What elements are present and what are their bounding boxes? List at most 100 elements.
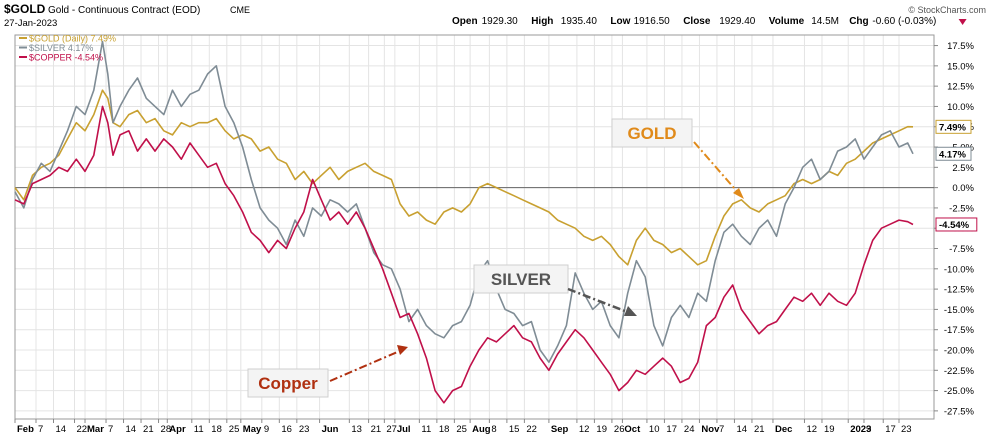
ohlc-value: -0.60 (-0.03%) (872, 16, 936, 27)
chart-date: 27-Jan-2023 (4, 18, 57, 29)
x-tick-label: 27 (386, 424, 397, 435)
x-tick-label: 18 (211, 424, 222, 435)
series-line-copper (14, 105, 914, 404)
x-tick-label: 11 (421, 424, 431, 435)
x-tick-label: 19 (596, 424, 607, 435)
x-tick-label: 7 (38, 424, 43, 435)
chg-down-icon (958, 19, 967, 25)
chart-description: Gold - Continuous Contract (EOD) (48, 5, 200, 16)
ohlc-label: Low (610, 16, 630, 27)
end-label-text: -4.54% (939, 220, 970, 231)
copper-annotation-label: Copper (258, 374, 318, 393)
copper-annotation-box (247, 368, 329, 398)
x-tick-label: 10 (649, 424, 660, 435)
series-end-labels: 7.49% 4.17% -4.54% (935, 119, 978, 232)
silver-annotation-label: SILVER (491, 270, 551, 289)
silver-annotation: SILVER (473, 264, 637, 316)
x-tick-label: 12 (806, 424, 817, 435)
y-tick-label: 12.5% (947, 82, 974, 93)
x-tick-label: 21 (371, 424, 382, 435)
ohlc-value: 1935.40 (561, 16, 598, 27)
x-tick-label: 13 (351, 424, 362, 435)
x-tick-label: 8 (491, 424, 496, 435)
y-tick-label: -20.0% (944, 345, 975, 356)
ohlc-label: High (531, 16, 553, 27)
y-tick-label: 10.0% (947, 102, 974, 113)
x-tick-label: 22 (77, 424, 88, 435)
x-tick-label: Aug (472, 424, 491, 435)
y-tick-label: -2.5% (949, 203, 974, 214)
chart-grid (14, 35, 934, 419)
series-line-silver (14, 40, 914, 363)
x-tick-label: 9 (866, 424, 871, 435)
gold-annotation-box (611, 118, 693, 148)
x-tick-label: Sep (551, 424, 569, 435)
series-line-gold (14, 89, 914, 266)
copper-arrow-head (397, 345, 408, 355)
series-lines (14, 40, 914, 404)
gold-annotation-arrow (693, 141, 742, 197)
x-tick-label: 9 (264, 424, 269, 435)
x-tick-label: Mar (87, 424, 104, 435)
y-tick-label: -17.5% (944, 325, 975, 336)
x-tick-label: 25 (229, 424, 240, 435)
x-tick-label: 21 (143, 424, 154, 435)
ohlc-label: Chg (849, 16, 868, 27)
x-tick-label: 22 (526, 424, 537, 435)
ohlc-readout: Open 1929.30 High 1935.40 Low 1916.50 Close 192… (452, 16, 967, 27)
x-tick-label: Jun (322, 424, 339, 435)
x-tick-label: 25 (456, 424, 467, 435)
y-tick-label: 0.0% (952, 183, 974, 194)
chart-exchange: CME (230, 5, 250, 15)
x-tick-label: 11 (194, 424, 204, 435)
silver-arrow-head (624, 306, 637, 316)
x-tick-label: Jul (397, 424, 411, 435)
end-label-text: 4.17% (939, 149, 966, 160)
y-tick-label: -15.0% (944, 305, 975, 316)
ohlc-label: Close (683, 16, 711, 27)
end-label-box (935, 119, 972, 134)
x-tick-label: 24 (684, 424, 695, 435)
x-tick-label: 21 (754, 424, 765, 435)
x-tick-label: 16 (281, 424, 292, 435)
x-tick-label: 7 (108, 424, 113, 435)
ohlc-value: 14.5M (811, 16, 839, 27)
y-tick-label: 17.5% (947, 41, 974, 52)
x-tick-label: 14 (56, 424, 67, 435)
copper-annotation: Copper (247, 345, 408, 398)
ohlc-label: Volume (769, 16, 805, 27)
x-tick-label: 17 (666, 424, 677, 435)
x-tick-label: 18 (439, 424, 450, 435)
x-tick-label: 12 (579, 424, 590, 435)
legend-label: $COPPER -4.54% (29, 53, 103, 63)
end-label-box (935, 146, 972, 161)
plot-frame (14, 34, 935, 420)
legend-label: $GOLD (Daily) 7.49% (29, 34, 116, 44)
x-tick-label: 17 (885, 424, 896, 435)
ohlc-value: 1929.40 (719, 16, 756, 27)
y-tick-label: -12.5% (944, 285, 975, 296)
silver-annotation-arrow (567, 287, 631, 315)
ohlc-value: 1929.30 (482, 16, 519, 27)
x-tick-label: Oct (624, 424, 641, 435)
y-tick-label: -22.5% (944, 366, 975, 377)
y-tick-label: -27.5% (944, 406, 975, 417)
x-tick-label: 28 (161, 424, 172, 435)
y-tick-label: 2.5% (952, 163, 974, 174)
x-tick-label: Feb (17, 424, 34, 435)
gold-arrow-head (733, 188, 744, 199)
x-tick-label: 19 (824, 424, 835, 435)
legend: $GOLD (Daily) 7.49%$SILVER 4.17%$COPPER … (19, 34, 116, 63)
y-tick-label: -7.5% (949, 244, 974, 255)
end-label-box (935, 217, 978, 232)
y-tick-label: -25.0% (944, 386, 975, 397)
x-tick-label: May (243, 424, 262, 435)
x-tick-label: 15 (509, 424, 520, 435)
legend-label: $SILVER 4.17% (29, 43, 93, 53)
y-tick-label: -10.0% (944, 264, 975, 275)
x-tick-label: Apr (169, 424, 186, 435)
gold-annotation-label: GOLD (627, 124, 676, 143)
x-tick-label: Nov (701, 424, 720, 435)
